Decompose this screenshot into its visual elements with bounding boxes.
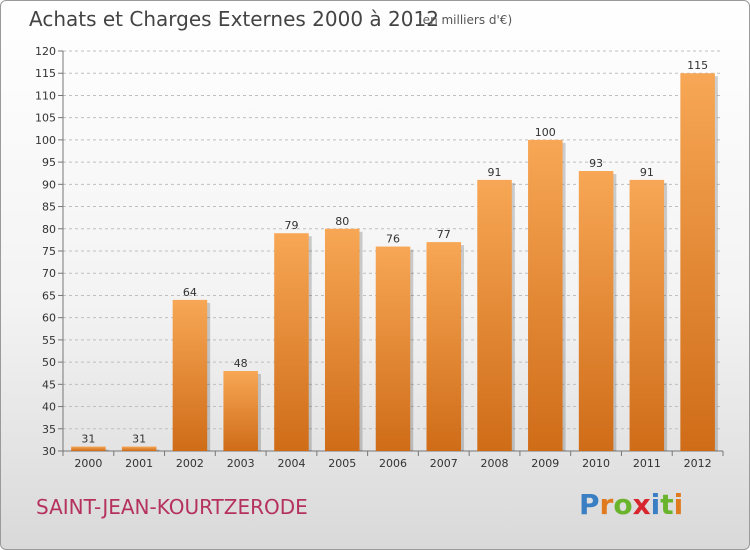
y-tick-label: 65: [42, 289, 56, 302]
x-tick-label: 2010: [582, 457, 610, 470]
logo-letter: x: [632, 488, 651, 521]
y-tick-label: 95: [42, 156, 56, 169]
x-tick-label: 2008: [481, 457, 509, 470]
data-label: 100: [535, 126, 556, 139]
y-tick-label: 115: [35, 67, 56, 80]
y-tick-label: 50: [42, 356, 56, 369]
bar-2001: [121, 446, 157, 451]
y-tick-label: 55: [42, 334, 56, 347]
bar-2000: [71, 446, 106, 451]
logo-letter: r: [599, 488, 614, 521]
data-label: 76: [386, 233, 400, 246]
x-tick-label: 2005: [328, 457, 356, 470]
logo-letter: i: [650, 488, 661, 521]
y-tick-label: 85: [42, 201, 56, 214]
data-label: 79: [284, 219, 298, 232]
y-tick-label: 70: [42, 267, 56, 280]
bar-2007: [426, 242, 462, 451]
data-label: 80: [335, 215, 349, 228]
logo-letter: P: [579, 488, 600, 521]
x-tick-label: 2000: [74, 457, 102, 470]
x-tick-label: 2011: [633, 457, 661, 470]
bar-2005: [324, 228, 360, 451]
x-tick-label: 2001: [125, 457, 153, 470]
bar-2011: [629, 179, 665, 451]
chart-title: Achats et Charges Externes 2000 à 2012: [29, 7, 439, 31]
y-tick-label: 30: [42, 445, 56, 458]
x-tick-label: 2002: [176, 457, 204, 470]
bars: [71, 73, 718, 451]
x-tick-label: 2006: [379, 457, 407, 470]
bar-2010: [578, 171, 614, 451]
commune-name: SAINT-JEAN-KOURTZERODE: [36, 495, 308, 519]
bar-2006: [375, 246, 411, 451]
data-label: 31: [81, 433, 95, 446]
y-tick-label: 105: [35, 112, 56, 125]
y-tick-label: 40: [42, 401, 56, 414]
logo-letter: t: [660, 488, 674, 521]
y-tick-label: 120: [35, 45, 56, 58]
logo-letter: o: [613, 488, 633, 521]
logo-letter: i: [673, 488, 684, 521]
y-tick-label: 75: [42, 245, 56, 258]
x-tick-label: 2004: [277, 457, 305, 470]
chart-subtitle: (en milliers d'€): [418, 13, 513, 27]
bar-2002: [172, 299, 208, 451]
data-labels: 31 31 64 48 79 80 76 77 91 100 93 91 115: [81, 59, 708, 445]
data-label: 77: [437, 228, 451, 241]
data-label: 115: [687, 59, 708, 72]
x-tick-label: 2012: [684, 457, 712, 470]
y-tick-label: 35: [42, 423, 56, 436]
bar-2009: [528, 139, 563, 451]
data-label: 91: [640, 166, 654, 179]
y-tick-label: 45: [42, 378, 56, 391]
x-tick-label: 2009: [531, 457, 559, 470]
bar-2012: [680, 73, 715, 451]
bar-2004: [274, 233, 309, 451]
data-label: 93: [589, 157, 603, 170]
x-tick-label: 2003: [227, 457, 255, 470]
proxiti-logo: Proxiti: [579, 488, 683, 521]
y-tick-label: 100: [35, 134, 56, 147]
x-tick-label: 2007: [430, 457, 458, 470]
bar-2008: [477, 179, 512, 451]
data-label: 64: [183, 286, 197, 299]
y-tick-label: 60: [42, 312, 56, 325]
y-tick-label: 80: [42, 223, 56, 236]
data-label: 31: [132, 433, 146, 446]
axes: 30 35 40 45 50 55 60 65 70 75 80 85 90 95 100 105 110 115…: [35, 45, 724, 470]
bar-2003: [223, 371, 258, 451]
data-label: 48: [234, 357, 248, 370]
y-tick-label: 110: [35, 89, 56, 102]
y-tick-label: 90: [42, 178, 56, 191]
data-label: 91: [488, 166, 502, 179]
